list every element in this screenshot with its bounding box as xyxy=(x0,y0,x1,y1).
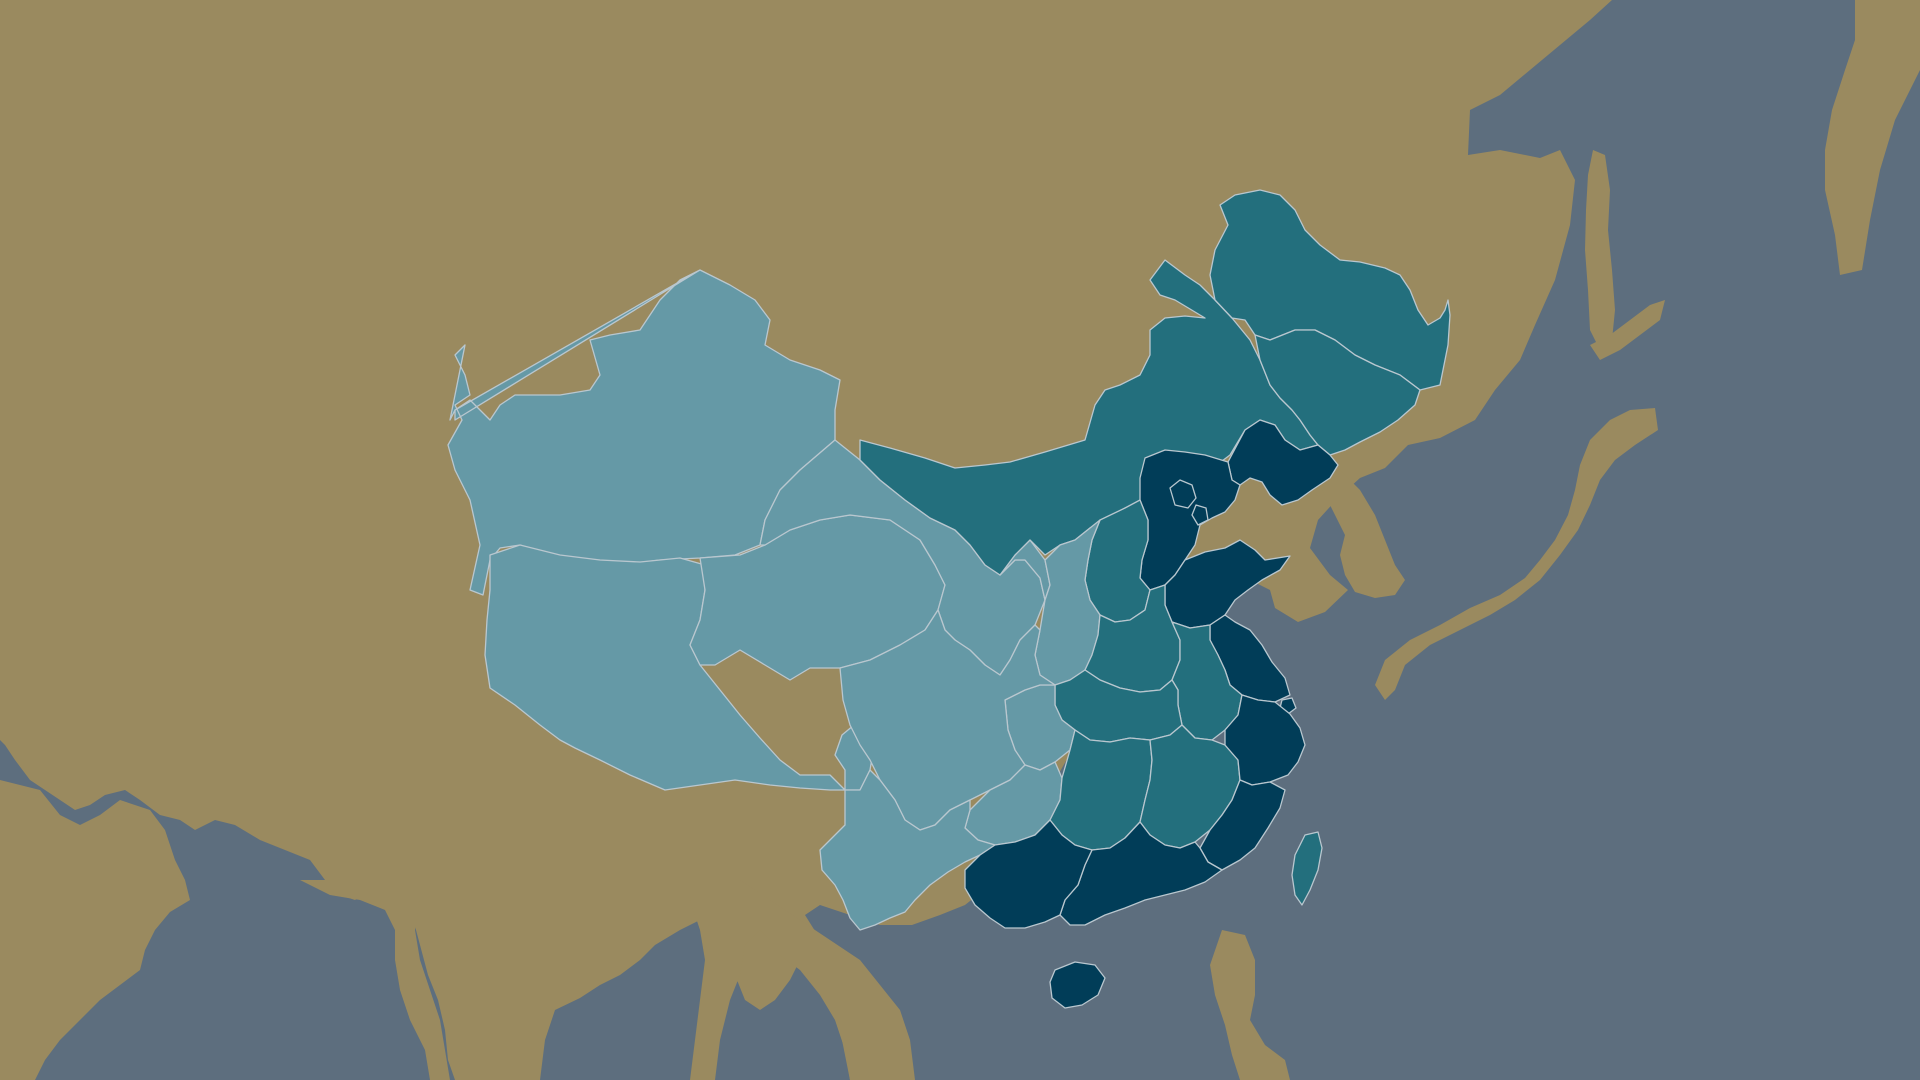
myanmar-landmass xyxy=(300,870,450,1080)
region-tianjin xyxy=(1191,504,1209,526)
region-yunnan xyxy=(819,769,996,931)
sakhalin xyxy=(1585,150,1615,350)
japan-main-islands xyxy=(1375,408,1658,700)
luzon xyxy=(1210,930,1290,1080)
region-jilin xyxy=(1254,329,1421,456)
korea-landmass xyxy=(1315,460,1405,598)
region-guangxi xyxy=(964,819,1093,929)
region-zhejiang xyxy=(1224,694,1306,786)
region-taiwan xyxy=(1291,831,1323,906)
indochina-landmass xyxy=(690,870,915,1080)
kamchatka xyxy=(1825,0,1920,275)
india-landmass xyxy=(0,780,190,1080)
region-hainan xyxy=(1049,961,1106,1009)
region-xinjiang xyxy=(447,269,841,596)
provinces xyxy=(447,189,1451,1009)
region-beijing xyxy=(1169,479,1197,509)
hokkaido xyxy=(1590,300,1665,360)
